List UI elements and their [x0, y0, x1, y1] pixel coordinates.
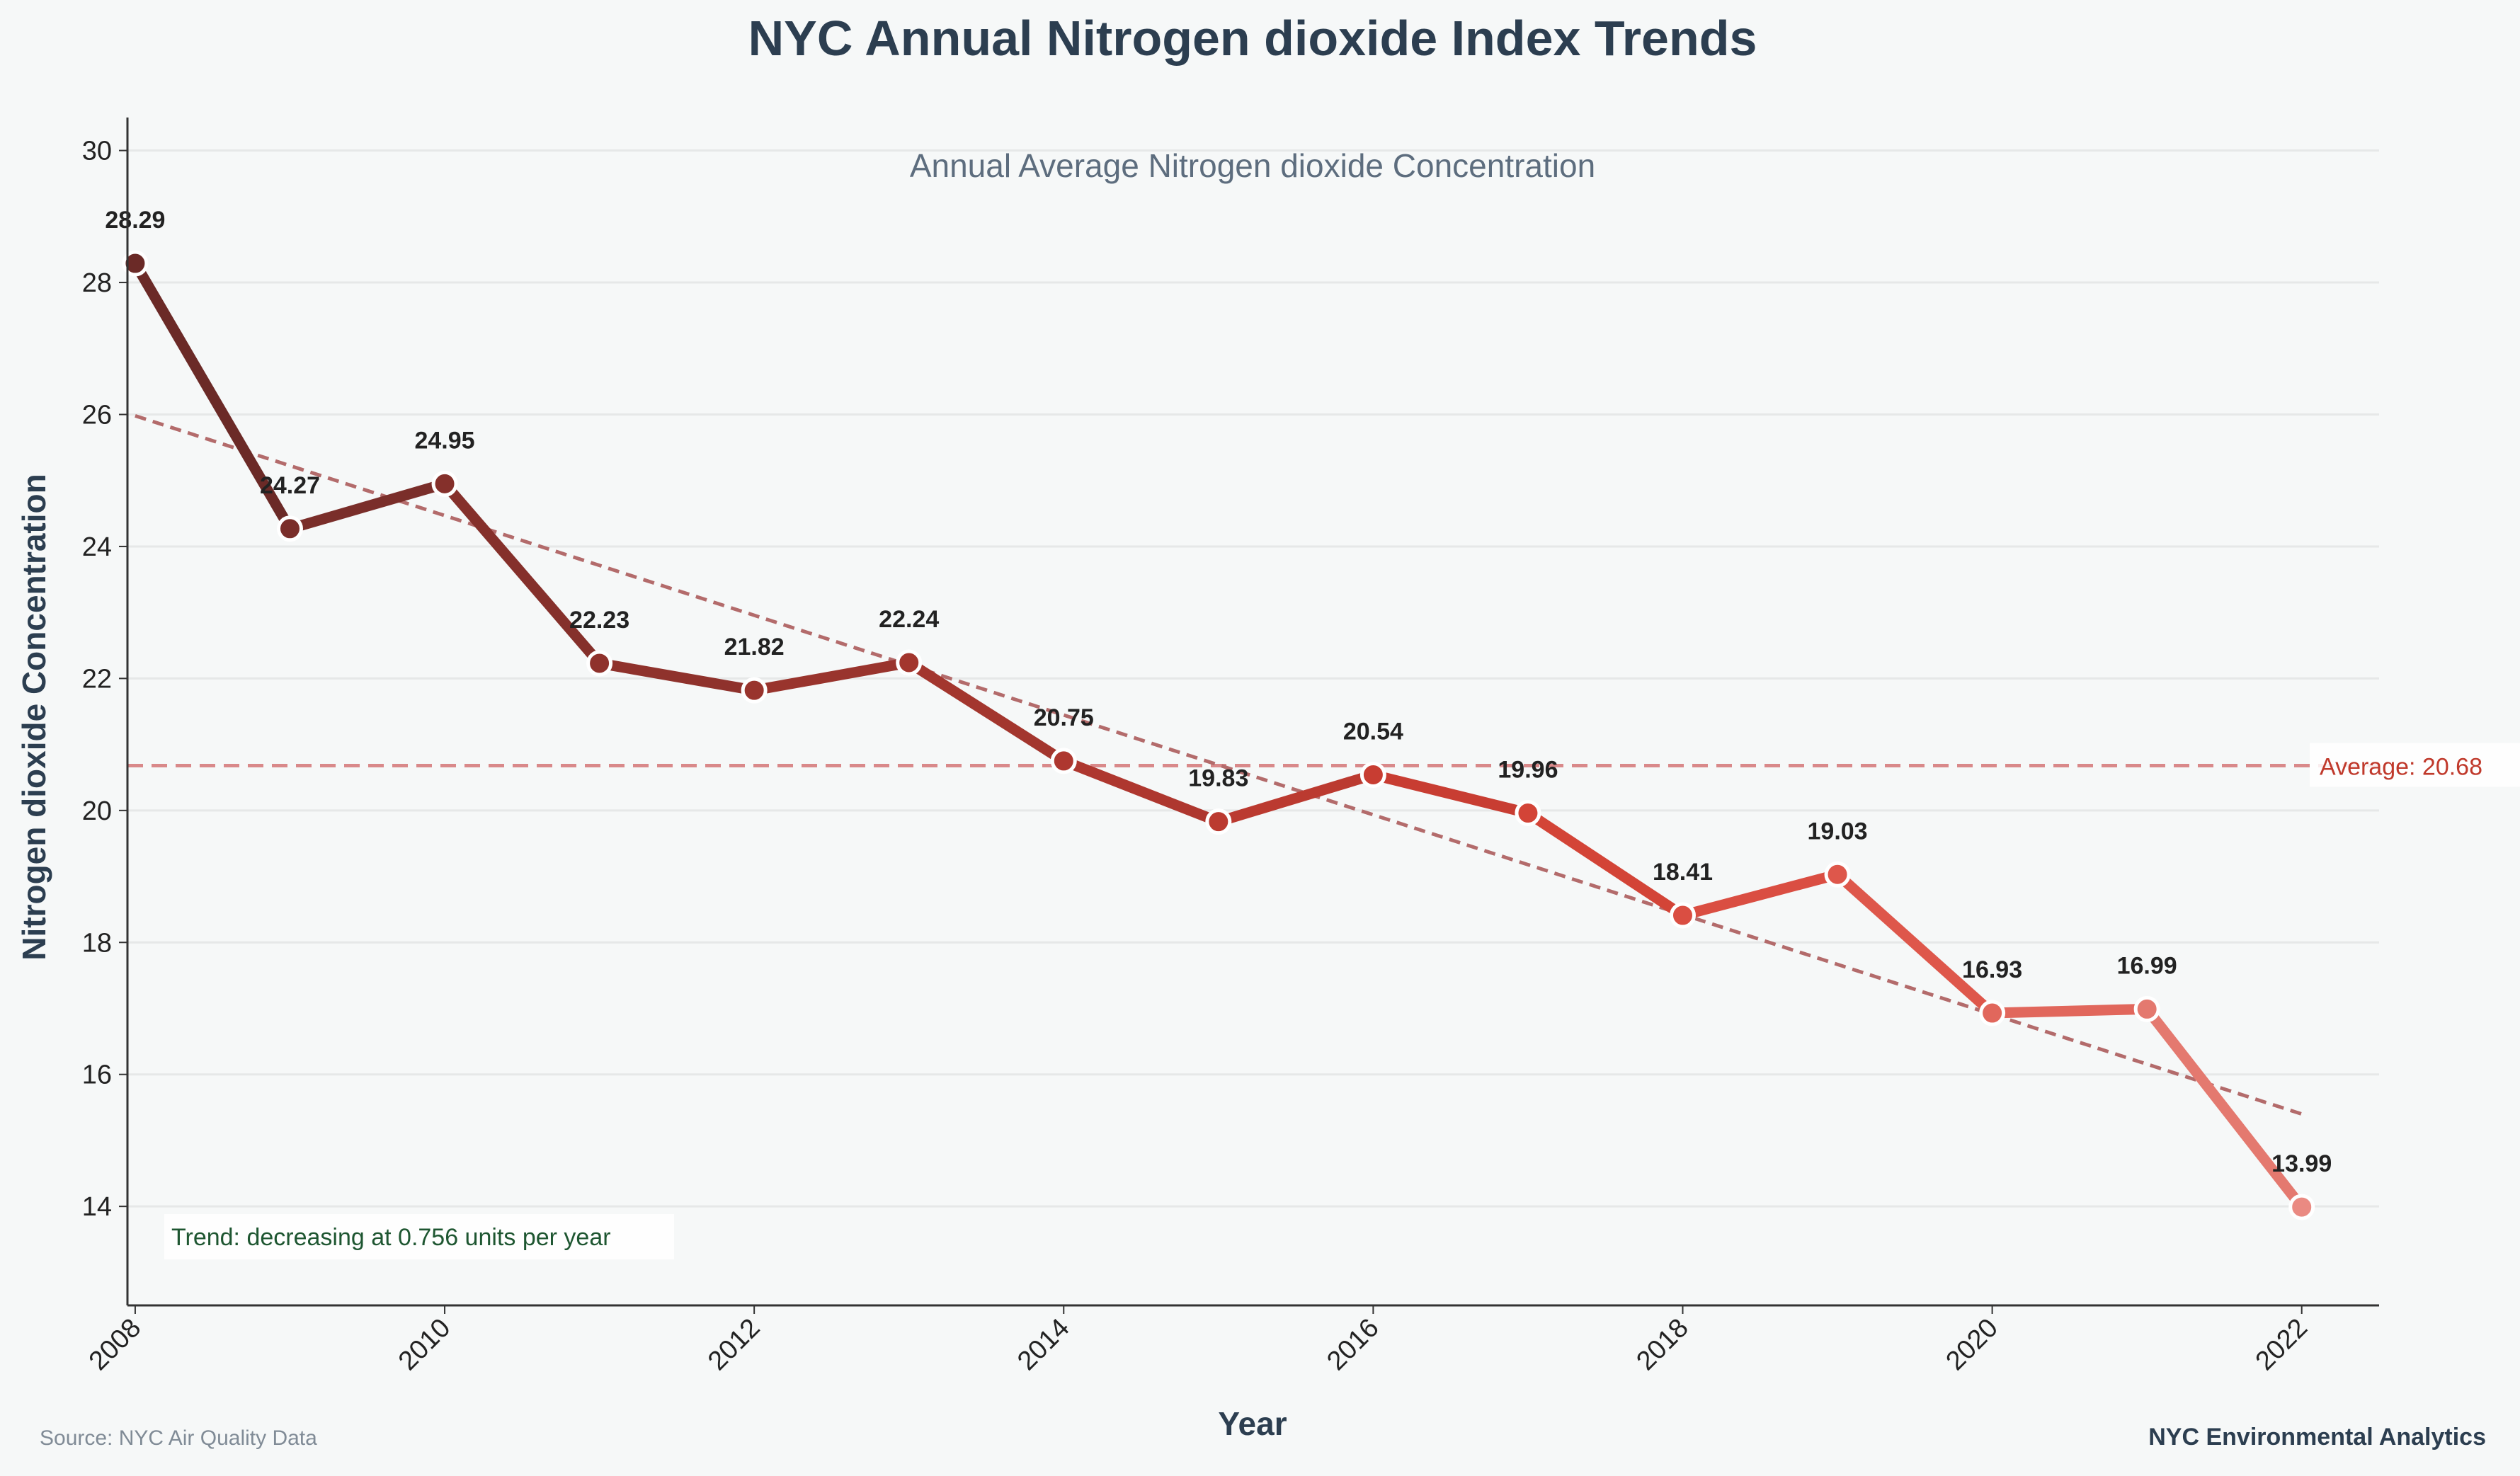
data-point [1205, 808, 1232, 835]
series-line-segment [284, 478, 450, 534]
series-line-segment [903, 657, 1069, 767]
trend-annotation: Trend: decreasing at 0.756 units per yea… [164, 1214, 674, 1259]
data-point [122, 250, 149, 277]
x-tick-label: 2018 [1631, 1313, 1694, 1376]
data-point [1669, 902, 1696, 929]
credit-note: NYC Environmental Analytics [2148, 1424, 2486, 1451]
series-line-segment [1522, 808, 1688, 921]
data-point [1824, 861, 1851, 888]
data-point [431, 470, 458, 497]
data-label: 18.41 [1653, 859, 1713, 886]
y-axis-label: Nitrogen dioxide Concentration [16, 474, 52, 960]
data-point [2133, 995, 2160, 1022]
trend-annotation-box [164, 1214, 674, 1259]
data-label: 19.83 [1188, 765, 1248, 792]
x-axis-label: Year [1218, 1405, 1287, 1442]
data-point [741, 677, 768, 704]
y-tick-label: 16 [82, 1060, 112, 1090]
series-line-segment [594, 658, 760, 696]
data-point [1050, 748, 1077, 774]
data-point [586, 650, 613, 677]
y-tick-label: 20 [82, 796, 112, 826]
data-label: 19.03 [1808, 818, 1868, 845]
trend-line [135, 413, 2303, 1116]
y-tick-label: 26 [82, 401, 112, 430]
data-point [896, 649, 923, 676]
y-tick-label: 28 [82, 268, 112, 298]
series-line-segment [1213, 769, 1379, 828]
data-label: 24.95 [414, 427, 474, 454]
data-label: 21.82 [724, 634, 785, 660]
y-tick-label: 24 [82, 532, 112, 562]
x-tick-label: 2020 [1940, 1313, 2003, 1376]
data-label: 20.54 [1343, 718, 1403, 745]
data-labels: 28.29 24.27 24.95 22.23 21.82 22.24 20.75 19.83… [105, 207, 2332, 1177]
y-tick-label: 14 [82, 1192, 112, 1222]
x-tick-label: 2010 [393, 1313, 456, 1376]
x-tick-label: 2014 [1012, 1313, 1075, 1376]
data-label: 22.24 [879, 606, 939, 633]
data-label: 13.99 [2271, 1150, 2332, 1177]
data-label: 22.23 [569, 607, 629, 634]
series-line-segment [1677, 869, 1843, 921]
data-label: 16.93 [1962, 956, 2022, 983]
average-label-box [2310, 743, 2520, 787]
grid-lines [127, 149, 2379, 1208]
source-note: Source: NYC Air Quality Data [40, 1426, 317, 1450]
series-line-segment [1367, 769, 1534, 819]
series-line-segment [439, 478, 605, 669]
data-label: 20.75 [1034, 704, 1094, 731]
chart-subtitle: Annual Average Nitrogen dioxide Concentr… [910, 147, 1595, 184]
series-line-segment [1987, 1003, 2153, 1019]
data-label: 24.27 [260, 472, 320, 499]
average-label: Average: 20.68 [2320, 753, 2482, 780]
x-tick-label: 2012 [702, 1313, 765, 1376]
y-tick-label: 18 [82, 928, 112, 958]
data-label: 16.99 [2117, 952, 2177, 979]
y-tick-label: 30 [82, 137, 112, 166]
x-tick-label: 2022 [2250, 1313, 2313, 1376]
series-line-segment [1832, 869, 1998, 1019]
data-point [1515, 800, 1541, 827]
data-point [1359, 761, 1386, 788]
data-point [2288, 1194, 2315, 1220]
data-series [122, 250, 2315, 1220]
series-line-segment [1058, 755, 1224, 828]
series-line-segment [130, 258, 295, 534]
data-label: 19.96 [1498, 757, 1558, 784]
data-point [276, 515, 303, 542]
average-reference: Average: 20.68 [127, 743, 2520, 787]
trend-annotation-text: Trend: decreasing at 0.756 units per yea… [171, 1224, 611, 1251]
trend-reference [135, 413, 2303, 1116]
data-label: 28.29 [105, 207, 165, 234]
series-line-segment [748, 657, 915, 696]
series-line-segment [2141, 1003, 2308, 1213]
chart-title: NYC Annual Nitrogen dioxide Index Trends [748, 11, 1757, 66]
x-tick-label: 2008 [84, 1313, 147, 1376]
data-point [1979, 1000, 2006, 1026]
y-tick-label: 22 [82, 664, 112, 694]
x-tick-label: 2016 [1321, 1313, 1384, 1376]
